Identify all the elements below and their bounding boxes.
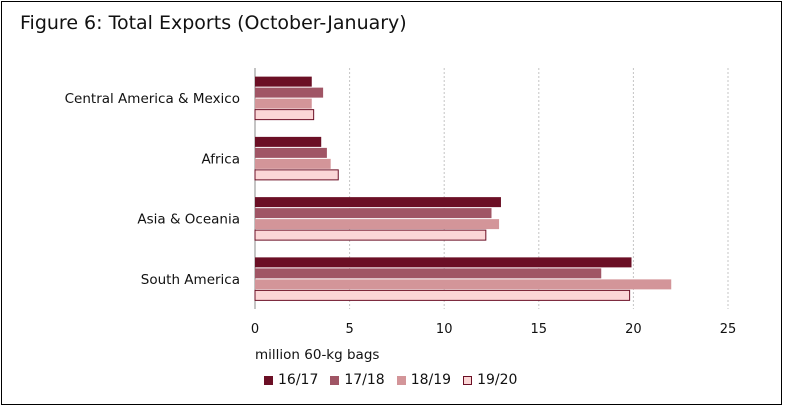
bar: [255, 208, 492, 219]
category-label: South America: [141, 272, 240, 288]
bar: [255, 76, 312, 87]
legend-label: 18/19: [410, 372, 452, 388]
bar: [255, 219, 500, 230]
bar: [255, 197, 501, 208]
bar: [255, 257, 632, 268]
bar: [255, 136, 322, 147]
chart-title: Figure 6: Total Exports (October-January…: [20, 12, 407, 34]
x-tick-label: 10: [436, 322, 453, 337]
bar: [254, 169, 339, 181]
legend-swatch: [463, 375, 473, 385]
legend-label: 17/18: [344, 372, 385, 388]
x-tick-label: 20: [625, 322, 642, 337]
x-tick-label: 15: [531, 322, 548, 337]
x-axis-title: million 60-kg bags: [255, 347, 379, 363]
category-label: Central America & Mexico: [65, 91, 240, 107]
legend-label: 16/17: [278, 372, 319, 388]
category-label: Africa: [201, 151, 240, 167]
x-tick-label: 25: [720, 322, 737, 337]
bar: [255, 279, 672, 290]
legend-item: 17/18: [330, 372, 385, 388]
bar: [254, 289, 631, 301]
x-tick-label: 0: [251, 322, 259, 337]
bar: [254, 109, 315, 121]
bar: [254, 229, 487, 241]
x-tick-label: 5: [345, 322, 353, 337]
legend: 16/17 17/18 18/19 19/20: [264, 372, 517, 388]
legend-label: 19/20: [477, 372, 518, 388]
bar: [255, 87, 324, 98]
bar: [255, 268, 602, 279]
bar: [255, 147, 327, 158]
legend-item: 18/19: [396, 372, 452, 388]
legend-swatch: [396, 375, 406, 385]
bar: [255, 158, 331, 169]
bar: [255, 98, 312, 109]
legend-item: 16/17: [264, 372, 318, 388]
legend-swatch: [330, 375, 340, 385]
legend-item: 19/20: [463, 372, 517, 388]
legend-swatch: [264, 375, 273, 385]
category-label: Asia & Oceania: [137, 212, 240, 228]
